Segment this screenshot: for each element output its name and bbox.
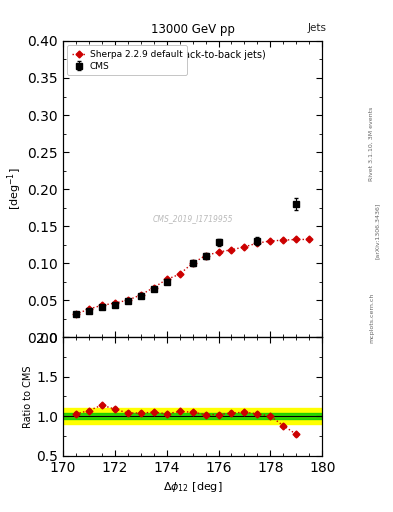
Sherpa 2.2.9 default xyxy=(307,237,312,243)
Line: Sherpa 2.2.9 default: Sherpa 2.2.9 default xyxy=(73,237,312,316)
Legend: Sherpa 2.2.9 default, CMS: Sherpa 2.2.9 default, CMS xyxy=(67,46,187,75)
Sherpa 2.2.9 default xyxy=(190,260,195,266)
Sherpa 2.2.9 default xyxy=(294,237,299,243)
Sherpa 2.2.9 default xyxy=(73,311,78,317)
Y-axis label: $\frac{1}{\sigma}\frac{d\sigma}{d\Delta\phi_{jj}}$
[deg$^{-1}$]: $\frac{1}{\sigma}\frac{d\sigma}{d\Delta\… xyxy=(0,168,24,210)
Text: CMS_2019_I1719955: CMS_2019_I1719955 xyxy=(152,214,233,223)
Text: 13000 GeV pp: 13000 GeV pp xyxy=(151,23,235,36)
Sherpa 2.2.9 default xyxy=(151,285,156,291)
Sherpa 2.2.9 default xyxy=(138,292,143,298)
Text: Rivet 3.1.10, 3M events: Rivet 3.1.10, 3M events xyxy=(369,106,374,181)
Sherpa 2.2.9 default xyxy=(125,297,130,303)
Text: mcplots.cern.ch: mcplots.cern.ch xyxy=(369,292,374,343)
Sherpa 2.2.9 default xyxy=(164,276,169,283)
Bar xyxy=(63,413,322,419)
Sherpa 2.2.9 default xyxy=(242,244,247,250)
Bar xyxy=(63,408,322,424)
Y-axis label: Ratio to CMS: Ratio to CMS xyxy=(23,365,33,428)
Sherpa 2.2.9 default xyxy=(281,237,286,243)
Sherpa 2.2.9 default xyxy=(177,271,182,278)
Sherpa 2.2.9 default xyxy=(216,249,221,255)
Text: [arXiv:1306.3436]: [arXiv:1306.3436] xyxy=(375,202,380,259)
Text: Δφ(јј) (CMS back-to-back jets): Δφ(јј) (CMS back-to-back jets) xyxy=(120,50,265,60)
Sherpa 2.2.9 default xyxy=(255,240,260,246)
Text: Jets: Jets xyxy=(307,23,326,33)
Sherpa 2.2.9 default xyxy=(99,302,104,308)
Sherpa 2.2.9 default xyxy=(268,238,273,244)
Sherpa 2.2.9 default xyxy=(112,300,117,306)
Sherpa 2.2.9 default xyxy=(86,306,91,312)
Sherpa 2.2.9 default xyxy=(203,252,208,259)
Sherpa 2.2.9 default xyxy=(229,247,234,253)
X-axis label: $\Delta\phi_{12}$ [deg]: $\Delta\phi_{12}$ [deg] xyxy=(163,480,222,494)
